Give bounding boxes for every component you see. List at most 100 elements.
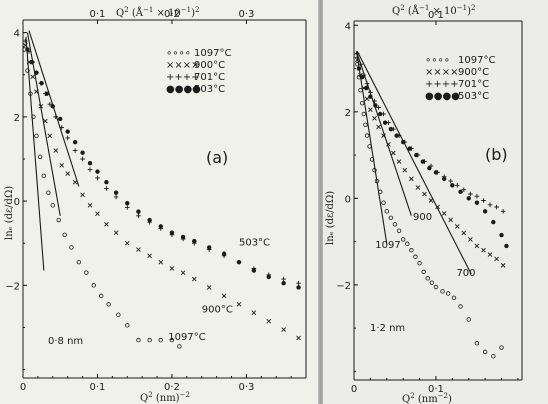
point-503 [95, 169, 100, 174]
panel-b-x-tick-label: 0·1 [428, 384, 444, 395]
point-503 [169, 230, 175, 235]
panel-a-annotation: 1097°C [168, 332, 205, 343]
point-503 [87, 161, 93, 166]
point-1097 [417, 261, 422, 266]
point-1097 [76, 259, 82, 265]
point-1097 [361, 111, 367, 117]
point-503 [356, 66, 362, 71]
point-900 [422, 191, 427, 197]
point-701 [358, 61, 363, 67]
point-503 [359, 75, 365, 80]
point-900 [396, 159, 402, 164]
point-701 [364, 81, 370, 87]
point-1097 [396, 228, 402, 233]
point-900 [354, 57, 360, 63]
panel-b-x-tick-label: 0 [351, 384, 357, 395]
point-900 [221, 293, 227, 299]
point-1097 [46, 190, 51, 195]
point-900 [461, 230, 467, 236]
legend-marker-701: ++++ [425, 79, 459, 90]
panel-b-label: (b) [485, 145, 508, 164]
point-1097 [37, 154, 43, 160]
point-503 [192, 238, 197, 244]
point-900 [454, 224, 460, 229]
legend-label-900: 900°C [194, 60, 225, 71]
panel-b-fit-line [355, 51, 412, 216]
panel-a-top-tick-label: 0·1 [90, 9, 106, 20]
point-701 [113, 194, 119, 200]
point-900 [474, 243, 480, 249]
point-1097 [374, 178, 380, 184]
point-503 [147, 217, 152, 223]
point-1097 [446, 291, 451, 296]
point-900 [402, 167, 408, 173]
point-503 [458, 189, 463, 195]
panel-b-legend: ∘∘∘∘ 1097°C ×××× 900°C ++++ 701°C ●●●● 5… [425, 55, 495, 102]
point-900 [251, 310, 257, 316]
point-503 [34, 70, 39, 75]
point-1097 [62, 232, 67, 237]
point-701 [281, 276, 286, 282]
point-1097 [384, 209, 389, 214]
point-503 [29, 59, 35, 65]
point-1097 [34, 133, 39, 139]
point-503 [80, 150, 85, 155]
panel-a-x-tick-label: 0·3 [238, 382, 254, 393]
point-1097 [358, 88, 363, 93]
panel-a-axes: 0 0·1 0·2 0·3 0·1 0·2 0·3 4 2 0 −2 [5, 9, 307, 393]
panel-a-x-tick-label: 0·1 [90, 382, 106, 393]
panel-a-annotation: 900°C [202, 305, 233, 316]
point-503 [368, 94, 373, 99]
point-1097 [50, 203, 55, 208]
point-503 [39, 80, 44, 86]
panel-b-bottom-axis-title: Q2 (nm−2) [402, 392, 452, 404]
point-503 [180, 234, 186, 240]
panel-a: 0 0·1 0·2 0·3 0·1 0·2 0·3 4 2 0 −2 Q2 (Å−1 × 10−1)… [4, 6, 307, 404]
panel-a-y-axis-title: lnₑ (dε/dΩ) [4, 186, 15, 240]
point-900 [448, 217, 454, 223]
point-900 [281, 327, 286, 332]
point-503 [206, 245, 212, 250]
point-503 [482, 209, 488, 214]
point-900 [487, 252, 493, 257]
panel-b-size-note: 1·2 nm [370, 323, 405, 334]
point-900 [30, 74, 35, 80]
point-1097 [421, 269, 426, 275]
point-1097 [367, 144, 372, 149]
point-701 [494, 204, 499, 210]
point-701 [136, 213, 141, 219]
point-900 [381, 133, 386, 138]
point-900 [180, 270, 186, 276]
point-1097 [84, 270, 89, 275]
point-503 [414, 152, 419, 158]
point-1097 [31, 114, 36, 120]
point-503 [388, 126, 394, 132]
point-1097 [400, 237, 406, 242]
point-1097 [69, 245, 74, 250]
point-503 [491, 219, 496, 225]
point-1097 [440, 289, 445, 294]
point-1097 [136, 337, 141, 343]
point-701 [468, 191, 473, 197]
panel-a-legend: ∘∘∘∘ 1097°C ×××× 900°C ++++ 701°C ●●●● 5… [166, 48, 231, 95]
point-503 [373, 103, 378, 108]
point-701 [461, 187, 467, 192]
point-900 [38, 104, 44, 109]
point-701 [124, 205, 130, 210]
point-701 [104, 186, 109, 191]
point-900 [158, 259, 164, 265]
panel-a-bottom-axis-title: Q2 (nm)−2 [140, 391, 190, 404]
point-1097 [381, 200, 386, 205]
point-900 [136, 247, 141, 252]
point-900 [376, 124, 381, 130]
point-1097 [413, 254, 418, 259]
legend-marker-1097: ∘∘∘∘ [425, 55, 450, 66]
panel-b-annotation: 900 [413, 212, 432, 223]
point-1097 [405, 241, 410, 246]
point-503 [378, 111, 383, 117]
point-503 [158, 224, 163, 229]
panel-b-annotation: 700 [456, 268, 475, 279]
point-900 [468, 237, 473, 242]
